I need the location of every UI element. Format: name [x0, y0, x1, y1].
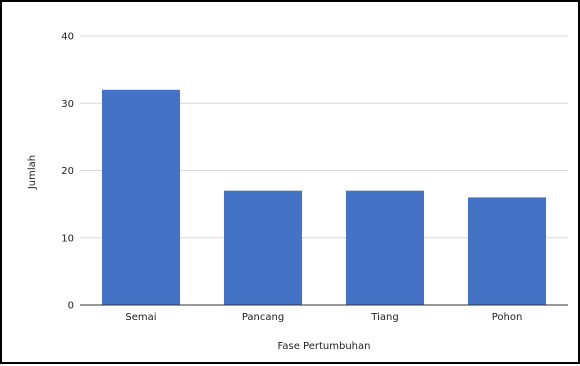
x-tick-label: Pancang: [242, 312, 284, 323]
x-tick-label: Semai: [125, 312, 156, 323]
bar-semai: [101, 89, 181, 305]
y-tick-label: 0: [68, 301, 74, 312]
x-tick-label: Pohon: [492, 312, 523, 323]
bar-pohon: [467, 197, 547, 305]
y-tick-labels: 0 10 20 30 40: [61, 32, 74, 312]
y-tick-label: 40: [61, 32, 74, 43]
bar-tiang: [345, 190, 425, 305]
y-tick-label: 30: [61, 99, 74, 110]
x-tick-label: Tiang: [370, 312, 398, 323]
x-tick-labels: Semai Pancang Tiang Pohon: [125, 312, 522, 323]
y-tick-label: 10: [61, 233, 74, 244]
bars: [101, 89, 547, 305]
y-tick-label: 20: [61, 166, 74, 177]
x-axis-title: Fase Pertumbuhan: [278, 341, 371, 352]
y-axis-title: Jumlah: [27, 155, 38, 190]
bar-pancang: [223, 190, 303, 305]
